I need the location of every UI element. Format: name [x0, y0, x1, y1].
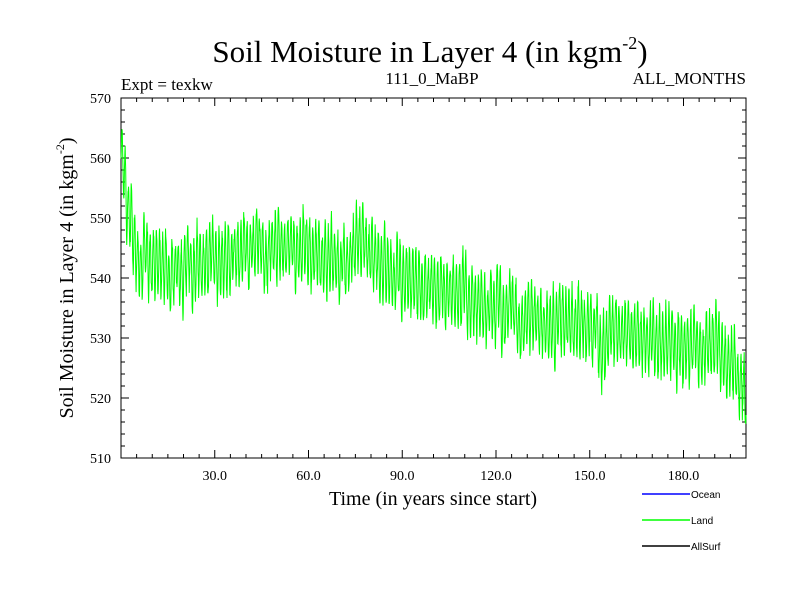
y-tick-labels: 510 520 530 540 550 560 570 — [90, 92, 111, 467]
subtitle-center: 111_0_MaBP — [385, 69, 478, 88]
chart-title: Soil Moisture in Layer 4 (in kgm-2) — [212, 33, 647, 69]
x-tick-label: 30.0 — [203, 469, 228, 484]
x-axis-label: Time (in years since start) — [329, 488, 537, 510]
legend-land-label: Land — [691, 516, 713, 527]
legend-ocean-label: Ocean — [691, 490, 720, 501]
y-axis-label-suffix: ) — [56, 137, 78, 144]
y-tick-label: 530 — [90, 332, 111, 347]
y-tick-label: 540 — [90, 272, 111, 287]
x-tick-label: 180.0 — [668, 469, 700, 484]
y-tick-label: 520 — [90, 392, 111, 407]
chart-title-suffix: ) — [637, 34, 647, 69]
y-tick-label: 560 — [90, 152, 111, 167]
series-layer — [120, 129, 747, 424]
legend: Ocean Land AllSurf — [642, 490, 721, 553]
chart-title-text: Soil Moisture in Layer 4 (in kgm — [212, 34, 622, 69]
y-axis-label-exponent: -2 — [53, 144, 67, 154]
y-axis-label-text: Soil Moisture in Layer 4 (in kgm — [56, 154, 78, 419]
x-tick-label: 150.0 — [574, 469, 606, 484]
y-tick-label: 550 — [90, 212, 111, 227]
x-tick-label: 120.0 — [480, 469, 512, 484]
subtitle-left: Expt = texkw — [121, 75, 213, 94]
x-tick-label: 90.0 — [390, 469, 415, 484]
y-tick-label: 510 — [90, 452, 111, 467]
y-tick-label: 570 — [90, 92, 111, 107]
y-axis-label: Soil Moisture in Layer 4 (in kgm-2) — [53, 137, 78, 418]
x-tick-labels: 30.0 60.0 90.0 120.0 150.0 180.0 — [203, 469, 700, 484]
legend-allsurf-label: AllSurf — [691, 542, 721, 553]
subtitle-right: ALL_MONTHS — [633, 69, 746, 88]
x-tick-label: 60.0 — [296, 469, 321, 484]
chart-title-exponent: -2 — [622, 33, 637, 53]
series-land-line — [120, 129, 747, 424]
